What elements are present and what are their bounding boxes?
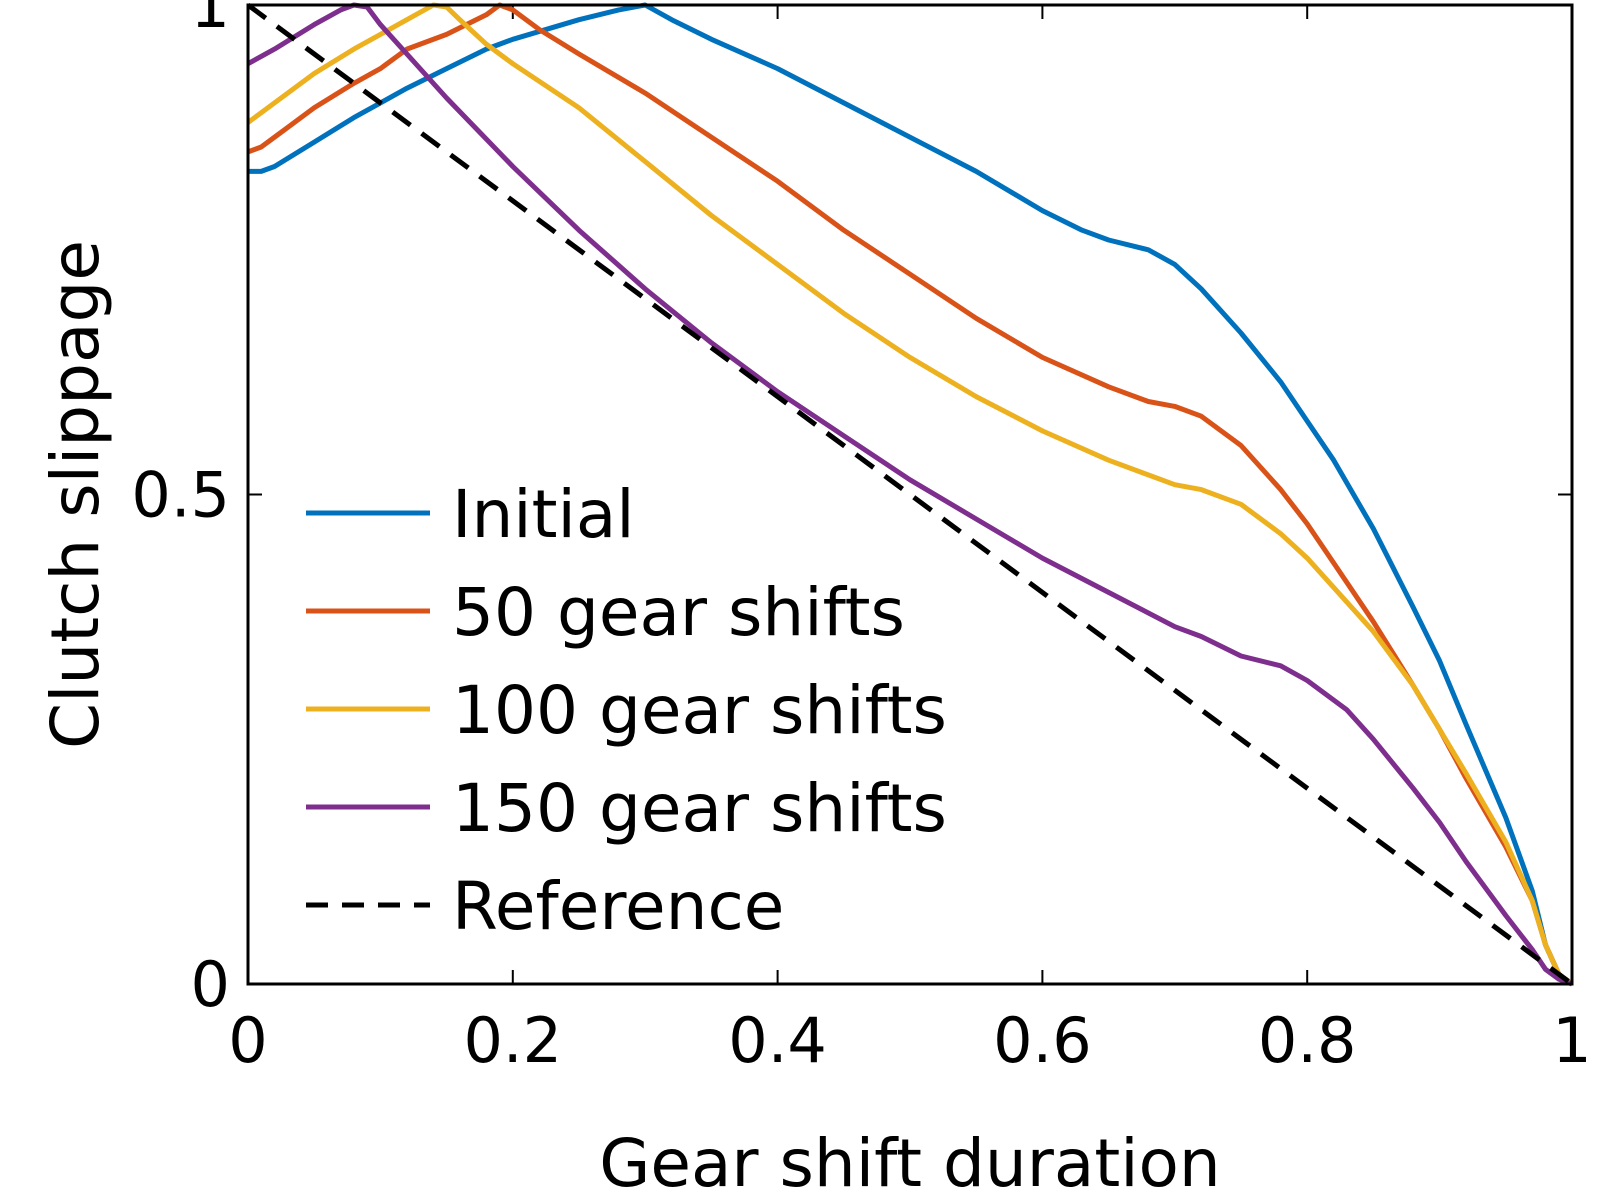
legend-label: 50 gear shifts [452, 574, 905, 651]
plot-frame [246, 3, 1574, 986]
x-tick-label: 0 [228, 1004, 267, 1077]
y-tick-labels: 00.51 [131, 0, 230, 1021]
y-tick-label: 0 [191, 948, 230, 1021]
y-tick-label: 0.5 [131, 459, 230, 532]
x-tick-label: 0.4 [728, 1004, 827, 1077]
x-tick-label: 0.6 [993, 1004, 1092, 1077]
series-line-4 [246, 2, 1573, 987]
legend-label: Initial [452, 476, 635, 553]
series-lines [246, 2, 1574, 987]
y-tick-label: 1 [191, 0, 230, 42]
legend-label: Reference [452, 868, 784, 945]
x-axis-title: Gear shift duration [599, 1125, 1221, 1200]
x-tick-labels: 0 0.2 0.4 0.6 0.8 1 [228, 1004, 1591, 1077]
series-line-3 [246, 2, 1574, 987]
x-tick-label: 0.2 [463, 1004, 562, 1077]
legend-label: 100 gear shifts [452, 672, 947, 749]
y-axis-title: Clutch slippage [37, 240, 114, 749]
legend: Initial 50 gear shifts 100 gear shifts 150 … [306, 476, 947, 945]
series-line-5 [246, 2, 1574, 987]
x-tick-label: 1 [1552, 1004, 1591, 1077]
series-line-1 [248, 2, 1574, 987]
x-tick-label: 0.8 [1258, 1004, 1357, 1077]
legend-label: 150 gear shifts [452, 770, 947, 847]
